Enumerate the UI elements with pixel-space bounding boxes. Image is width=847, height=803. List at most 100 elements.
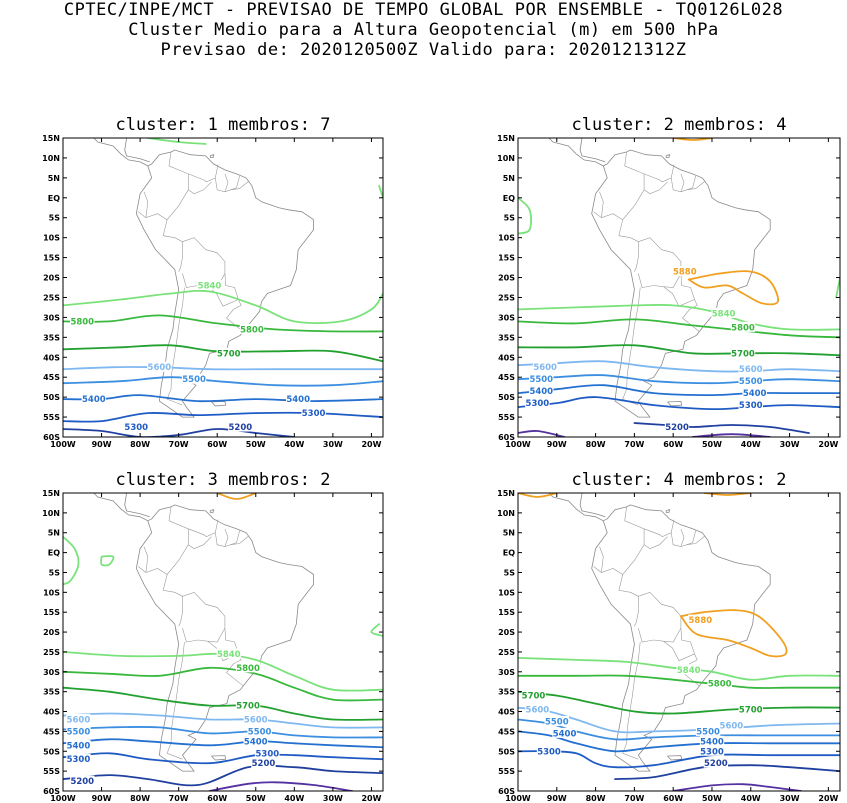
lon-tick-label: 90W <box>547 794 567 803</box>
country-border <box>599 191 604 218</box>
country-border <box>622 641 641 760</box>
contour-line-5840 <box>835 276 840 299</box>
lat-tick-label: 50S <box>43 393 60 402</box>
contour-label-5400: 5400 <box>529 387 553 397</box>
contour-line-5600 <box>518 706 840 734</box>
contour-label-5600: 5600 <box>526 706 550 716</box>
contour-line-5700 <box>518 344 840 357</box>
caribbean-island <box>209 509 215 513</box>
lat-tick-label: 50S <box>43 747 60 756</box>
contour-line-5880 <box>672 138 713 141</box>
map-frame <box>517 492 841 792</box>
contour-line-5840 <box>518 196 532 235</box>
lat-tick-label: 40S <box>498 353 515 362</box>
lat-tick-label: 15S <box>498 254 515 263</box>
contour-line-5880 <box>216 493 257 500</box>
central-america-coastline <box>579 493 606 518</box>
country-border <box>230 175 240 191</box>
contour-label-5400: 5400 <box>286 395 310 405</box>
country-border <box>188 536 212 549</box>
contour-line-5300 <box>518 396 840 411</box>
lon-tick-label: 80W <box>586 440 606 449</box>
south-america-coastline <box>591 504 771 772</box>
cluster-map-1: cluster: 1 membros: 7 5840 5800 5800 5700 560… <box>42 115 384 449</box>
contour-label-5800: 5800 <box>708 680 732 690</box>
contour-label-5400: 5400 <box>553 729 577 739</box>
contour-label-5500: 5500 <box>67 727 91 737</box>
contour-label-5600: 5600 <box>533 363 557 373</box>
country-border <box>686 175 696 191</box>
lon-tick-label: 30W <box>323 794 343 803</box>
africa-coastline <box>839 494 840 497</box>
cluster-map-3: cluster: 3 membros: 2 5840 5800 5700 5600 560… <box>42 470 384 803</box>
lat-tick-label: 5N <box>503 174 515 183</box>
central-america-coastline <box>93 493 148 522</box>
lon-tick-label: 70W <box>624 794 644 803</box>
contour-line-5840 <box>100 555 115 567</box>
country-border <box>618 574 639 627</box>
country-border <box>138 506 189 575</box>
lon-tick-label: 30W <box>780 440 800 449</box>
country-border <box>638 237 682 288</box>
contour-line-low <box>208 781 354 791</box>
lat-tick-label: 15N <box>497 489 515 498</box>
lat-tick-label: 10S <box>498 234 515 243</box>
lon-tick-label: 20W <box>361 440 381 449</box>
lat-tick-label: 45S <box>43 727 60 736</box>
contour-label-5200: 5200 <box>665 423 689 433</box>
lat-tick-label: 20S <box>43 628 60 637</box>
contour-line-5300 <box>63 752 383 765</box>
lon-tick-label: 60W <box>207 440 227 449</box>
lat-tick-label: 5S <box>49 568 61 577</box>
contour-label-5600: 5600 <box>67 715 91 725</box>
contour-label-5880: 5880 <box>689 616 713 626</box>
contour-label-5700: 5700 <box>236 702 260 712</box>
contour-line-5300 <box>63 411 383 423</box>
lat-tick-label: 45S <box>43 373 60 382</box>
country-border <box>643 536 668 549</box>
lon-tick-label: 80W <box>130 440 150 449</box>
lat-tick-label: 55S <box>43 413 60 422</box>
contour-line-5700 <box>518 690 840 715</box>
falkland-islands <box>211 755 227 761</box>
lat-tick-label: 50S <box>498 393 515 402</box>
contour-line-5600 <box>518 360 840 373</box>
contour-label-5400: 5400 <box>743 389 767 399</box>
central-america-coastline <box>548 138 604 167</box>
lat-tick-label: 25S <box>43 293 60 302</box>
contour-line-5600 <box>63 366 383 371</box>
contour-label-5300: 5300 <box>526 399 550 409</box>
contour-label-5500: 5500 <box>739 377 763 387</box>
lat-tick-label: 55S <box>498 413 515 422</box>
contour-line-5840 <box>370 623 383 637</box>
lat-tick-label: 60S <box>498 787 515 796</box>
lat-tick-label: 20S <box>43 274 60 283</box>
lat-tick-label: 50S <box>498 747 515 756</box>
contour-line-5880 <box>703 493 752 496</box>
africa-coastline <box>382 494 383 497</box>
country-border <box>143 546 149 573</box>
cluster-map-2: cluster: 2 membros: 4 5880 5840 5800 5700 560… <box>497 115 841 449</box>
lat-tick-label: 60S <box>43 787 60 796</box>
lon-tick-label: 100W <box>50 440 76 449</box>
central-america-coastline <box>124 138 150 163</box>
central-america-coastline <box>579 138 606 163</box>
country-border <box>680 173 685 192</box>
contour-label-5200: 5200 <box>70 777 94 787</box>
contour-label-5400: 5400 <box>67 741 91 751</box>
contour-line-5400 <box>518 730 840 753</box>
contour-line-low <box>691 433 772 437</box>
lon-tick-label: 90W <box>547 440 567 449</box>
contour-label-5700: 5700 <box>217 349 241 359</box>
contour-label-5840: 5840 <box>198 282 222 292</box>
central-america-coastline <box>93 138 148 167</box>
lat-tick-label: 45S <box>498 727 515 736</box>
lon-tick-label: 40W <box>741 440 761 449</box>
cluster-title-3: cluster: 3 membros: 2 <box>116 470 331 490</box>
lat-tick-label: 20S <box>498 628 515 637</box>
country-border <box>215 532 249 547</box>
contour-line-5500 <box>63 376 383 387</box>
contour-line-5800 <box>518 318 840 339</box>
lon-tick-label: 40W <box>741 794 761 803</box>
lon-tick-label: 70W <box>624 440 644 449</box>
